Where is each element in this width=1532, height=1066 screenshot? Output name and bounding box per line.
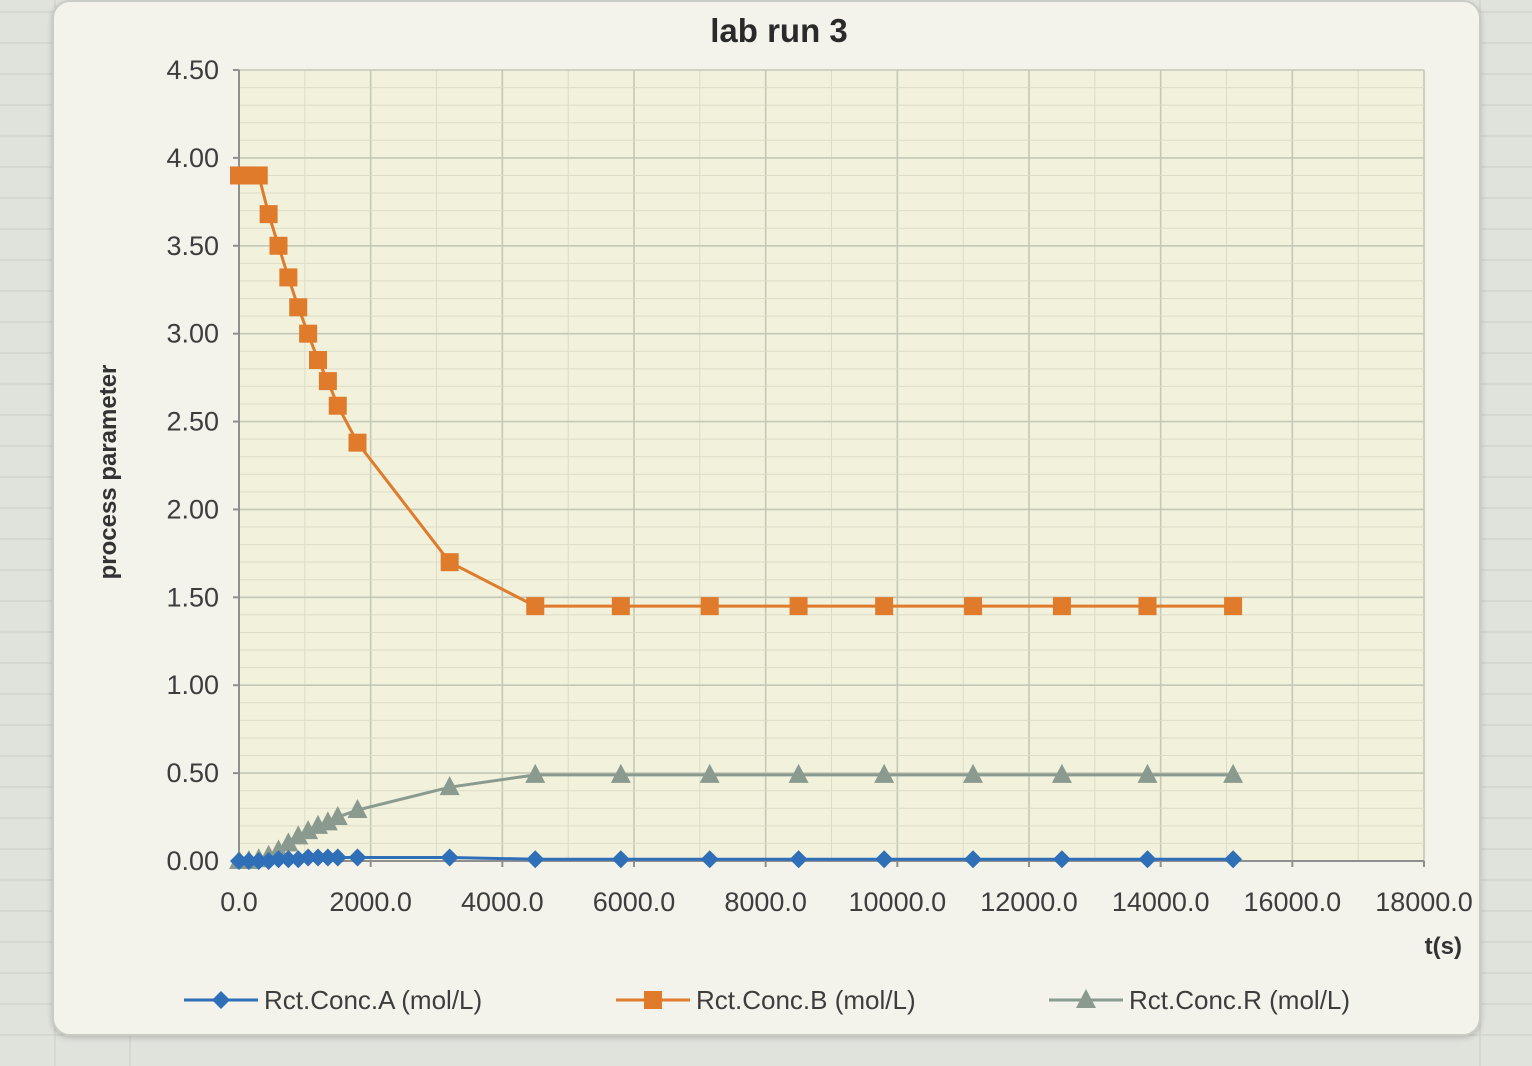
data-point (700, 850, 719, 869)
legend-marker (644, 991, 662, 1009)
series-diamond (230, 848, 1243, 870)
data-point (278, 832, 299, 852)
y-tick-label: 1.00 (166, 670, 219, 700)
data-point (1052, 850, 1071, 869)
data-point (269, 236, 288, 255)
data-point (299, 848, 318, 867)
chart-card[interactable]: 0.00 0.50 1.00 1.50 2.00 2.50 3.00 3.50 4.00 4.50… (52, 0, 1481, 1036)
data-point (249, 852, 268, 870)
x-tick-label: 4000.0 (461, 887, 544, 917)
data-point (440, 848, 459, 867)
data-point (1137, 763, 1158, 783)
data-point (279, 268, 298, 287)
data-point (348, 433, 367, 452)
series-line (239, 173, 1234, 608)
legend-label: Rct.Conc.B (mol/L) (696, 985, 916, 1015)
data-point (249, 166, 268, 185)
x-tick-label: 0.0 (220, 887, 258, 917)
y-tick-label: 3.50 (166, 231, 219, 261)
data-series (229, 166, 1244, 870)
data-point (1223, 763, 1244, 783)
data-point (317, 811, 338, 831)
data-point (1051, 763, 1072, 783)
data-point (1052, 597, 1071, 616)
data-point (318, 848, 337, 867)
legend-marker (1076, 989, 1096, 1008)
data-point (348, 848, 367, 867)
x-tick-label: 18000.0 (1375, 887, 1473, 917)
data-point (328, 396, 347, 415)
data-point (789, 597, 808, 616)
data-point (699, 763, 720, 783)
data-point (328, 848, 347, 867)
legend-marker (212, 991, 230, 1009)
data-point (439, 776, 460, 796)
y-tick-label: 1.50 (166, 582, 219, 612)
data-point (259, 205, 278, 224)
data-point (1224, 850, 1243, 869)
data-point (288, 825, 309, 845)
data-point (309, 351, 327, 370)
x-tick-label: 2000.0 (329, 887, 412, 917)
data-point (1138, 850, 1157, 869)
series-square (230, 166, 1243, 616)
data-point (875, 850, 894, 869)
y-tick-label: 3.00 (166, 319, 219, 349)
data-point (611, 597, 630, 616)
legend-label: Rct.Conc.R (mol/L) (1129, 985, 1350, 1015)
data-point (526, 850, 545, 869)
data-point (239, 852, 258, 870)
legend: Rct.Conc.A (mol/L) Rct.Conc.B (mol/L) Rct.… (184, 985, 1350, 1015)
y-tick-label: 0.50 (166, 758, 219, 788)
data-point (788, 763, 809, 783)
x-tick-label: 14000.0 (1112, 887, 1210, 917)
data-point (611, 850, 630, 869)
y-tick-label: 2.50 (166, 407, 219, 437)
legend-label: Rct.Conc.A (mol/L) (264, 985, 482, 1015)
data-point (874, 763, 895, 783)
data-point (230, 852, 248, 870)
data-point (963, 763, 984, 783)
x-tick-label: 6000.0 (593, 887, 676, 917)
y-tick-label: 4.00 (166, 143, 219, 173)
data-point (347, 799, 368, 819)
data-point (268, 839, 289, 859)
data-point (309, 848, 327, 867)
data-point (299, 324, 318, 343)
y-tick-label: 0.00 (166, 846, 219, 876)
data-point (318, 372, 337, 391)
chart-title: lab run 3 (710, 12, 848, 49)
data-point (440, 553, 459, 572)
data-point (964, 597, 983, 616)
y-tick-label: 4.50 (166, 55, 219, 85)
tick-labels: 0.00 0.50 1.00 1.50 2.00 2.50 3.00 3.50 4.00 4.50… (166, 55, 1472, 917)
data-point (289, 298, 308, 317)
data-point (964, 850, 983, 869)
x-tick-label: 10000.0 (849, 887, 947, 917)
x-axis-title: t(s) (1425, 933, 1462, 960)
data-point (1138, 597, 1157, 616)
data-point (1224, 597, 1243, 616)
x-tick-label: 12000.0 (980, 887, 1078, 917)
data-point (327, 806, 348, 826)
x-tick-label: 8000.0 (724, 887, 807, 917)
data-point (279, 850, 298, 869)
data-point (525, 763, 546, 783)
x-tick-label: 16000.0 (1244, 887, 1342, 917)
y-axis-title: process parameter (95, 365, 122, 580)
data-point (789, 850, 808, 869)
data-point (700, 597, 719, 616)
data-point (526, 597, 545, 616)
data-point (269, 850, 288, 869)
line-chart: 0.00 0.50 1.00 1.50 2.00 2.50 3.00 3.50 4.00 4.50… (95, 12, 1473, 1015)
gridlines (238, 69, 1425, 862)
y-tick-label: 2.00 (166, 494, 219, 524)
data-point (298, 820, 319, 840)
data-point (875, 597, 894, 616)
data-point (610, 763, 631, 783)
